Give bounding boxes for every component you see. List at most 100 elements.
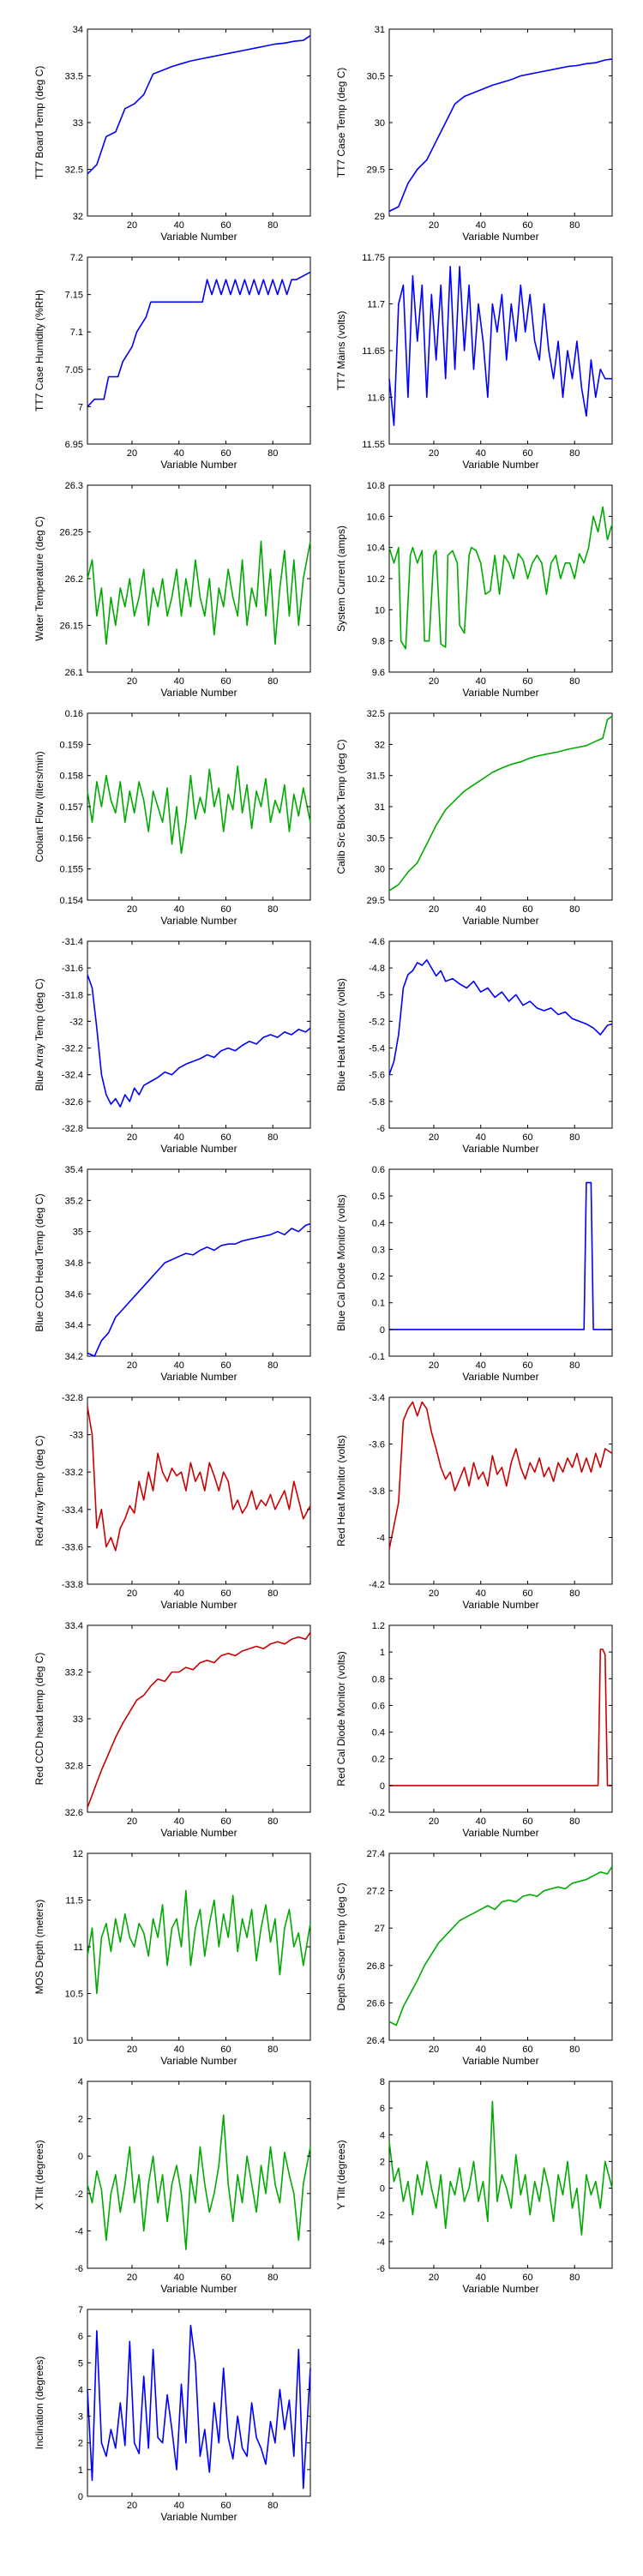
data-series-line bbox=[87, 34, 311, 175]
y-tick-label: 0.158 bbox=[59, 772, 83, 782]
y-tick-label: 0.4 bbox=[372, 1218, 385, 1228]
x-axis-label: Variable Number bbox=[160, 1827, 237, 1839]
y-tick-label: 29.5 bbox=[367, 165, 385, 176]
y-tick-label: -33.2 bbox=[62, 1468, 83, 1478]
y-tick-label: 4 bbox=[78, 2385, 83, 2395]
x-tick-label: 80 bbox=[569, 220, 580, 231]
x-tick-label: 40 bbox=[174, 2045, 184, 2055]
y-tick-label: 0.156 bbox=[59, 833, 83, 844]
chart-panel: 20 40 60 80 32 32.5 33 33.5 34 Variable Number TT7… bbox=[33, 25, 311, 243]
chart-panel: 20 40 60 80 6.95 7 7.05 7.1 7.15 7.2 Variable Numb… bbox=[33, 253, 311, 471]
x-tick-label: 80 bbox=[267, 1816, 278, 1827]
y-tick-label: -33.6 bbox=[62, 1542, 83, 1552]
x-tick-label: 60 bbox=[522, 1588, 532, 1599]
data-series-line bbox=[87, 271, 311, 407]
y-tick-label: 2 bbox=[78, 2439, 83, 2449]
y-tick-label: 35.2 bbox=[65, 1196, 83, 1206]
y-tick-label: 34 bbox=[73, 25, 83, 35]
y-tick-label: 9.8 bbox=[372, 637, 385, 647]
x-axis-label: Variable Number bbox=[462, 1371, 538, 1383]
y-tick-label: 31.5 bbox=[367, 772, 385, 782]
x-axis-label: Variable Number bbox=[160, 1143, 237, 1155]
chart-panel: 20 40 60 80 26.4 26.6 26.8 27 27.2 27.4 Variable N… bbox=[335, 1849, 613, 2067]
x-axis-label: Variable Number bbox=[462, 687, 538, 699]
y-axis-label: Inclination (degrees) bbox=[33, 2357, 45, 2450]
plot-frame bbox=[388, 1852, 613, 2041]
chart-panel: 20 40 60 80 -4.6 -4.8 -5 -5.2 -5.4 -5.6 -5.8 -6 Vari… bbox=[335, 937, 613, 1155]
y-tick-label: 0.2 bbox=[372, 1755, 385, 1765]
x-tick-label: 80 bbox=[267, 1132, 278, 1143]
x-tick-label: 80 bbox=[569, 1360, 580, 1371]
chart-panel: 20 40 60 80 0 1 2 3 4 5 6 7 Variable Number Inclinati… bbox=[33, 2305, 311, 2523]
plot-frame bbox=[87, 2081, 311, 2269]
y-tick-label: -4 bbox=[376, 2237, 385, 2248]
x-tick-label: 20 bbox=[127, 2273, 137, 2283]
y-tick-label: -3.6 bbox=[369, 1440, 385, 1450]
x-tick-label: 40 bbox=[174, 676, 184, 687]
y-tick-label: 34.4 bbox=[65, 1321, 83, 1331]
plot-frame bbox=[388, 1396, 613, 1585]
x-axis-label: Variable Number bbox=[160, 459, 237, 471]
y-axis-label: TT7 Mains (volts) bbox=[335, 311, 347, 391]
y-tick-label: 32.6 bbox=[65, 1808, 83, 1818]
y-tick-label: 27 bbox=[375, 1924, 385, 1934]
x-tick-label: 80 bbox=[267, 676, 278, 687]
y-tick-label: 2 bbox=[380, 2157, 385, 2167]
x-axis-label: Variable Number bbox=[462, 915, 538, 927]
x-tick-label: 20 bbox=[429, 1588, 439, 1599]
y-tick-label: 0.4 bbox=[372, 1728, 385, 1738]
y-tick-label: 29 bbox=[375, 212, 385, 222]
data-series-line bbox=[87, 2324, 311, 2489]
plot-frame bbox=[388, 256, 613, 445]
y-axis-label: Blue CCD Head Temp (deg C) bbox=[33, 1193, 45, 1331]
y-tick-label: 0.3 bbox=[372, 1245, 385, 1255]
y-tick-label: 11 bbox=[74, 1943, 83, 1953]
x-tick-label: 80 bbox=[267, 220, 278, 231]
y-axis-label: X Tilt (degrees) bbox=[33, 2140, 45, 2209]
y-tick-label: 0 bbox=[78, 2152, 83, 2162]
x-axis-label: Variable Number bbox=[462, 1599, 538, 1611]
x-tick-label: 20 bbox=[127, 2501, 137, 2511]
x-tick-label: 80 bbox=[569, 1132, 580, 1143]
x-tick-label: 20 bbox=[429, 2273, 439, 2283]
y-tick-label: 26.3 bbox=[65, 481, 83, 491]
y-tick-label: 12 bbox=[73, 1849, 83, 1859]
y-tick-label: 10.4 bbox=[367, 543, 385, 554]
x-tick-label: 60 bbox=[220, 1360, 231, 1371]
y-tick-label: -6 bbox=[376, 2264, 385, 2274]
y-tick-label: 11.75 bbox=[362, 253, 385, 263]
x-tick-label: 60 bbox=[220, 448, 231, 459]
x-tick-label: 40 bbox=[174, 2501, 184, 2511]
y-tick-label: -2 bbox=[75, 2189, 83, 2200]
data-series-line bbox=[388, 506, 613, 650]
y-tick-label: 11.65 bbox=[362, 346, 385, 357]
x-tick-label: 80 bbox=[569, 2273, 580, 2283]
y-tick-label: 30 bbox=[375, 865, 385, 875]
x-tick-label: 60 bbox=[220, 2501, 231, 2511]
y-tick-label: -2 bbox=[376, 2211, 385, 2221]
y-tick-label: -4.2 bbox=[369, 1580, 385, 1590]
x-tick-label: 60 bbox=[522, 1816, 532, 1827]
x-tick-label: 20 bbox=[127, 1588, 137, 1599]
y-tick-label: -5 bbox=[376, 990, 385, 1000]
x-tick-label: 20 bbox=[127, 676, 137, 687]
y-tick-label: 7 bbox=[78, 402, 83, 412]
y-tick-label: 9.6 bbox=[372, 668, 385, 678]
x-tick-label: 20 bbox=[127, 2045, 137, 2055]
y-tick-label: -6 bbox=[376, 1124, 385, 1134]
y-tick-label: 1.2 bbox=[372, 1621, 385, 1631]
y-tick-label: 0.159 bbox=[59, 740, 83, 750]
x-tick-label: 60 bbox=[522, 448, 532, 459]
y-tick-label: 33.5 bbox=[65, 72, 83, 82]
x-tick-label: 40 bbox=[174, 1816, 184, 1827]
y-tick-label: 33 bbox=[73, 118, 83, 129]
y-tick-label: 26.1 bbox=[65, 668, 83, 678]
x-tick-label: 40 bbox=[174, 1360, 184, 1371]
data-series-line bbox=[87, 1406, 311, 1552]
y-axis-label: Blue Array Temp (deg C) bbox=[33, 978, 45, 1090]
data-series-line bbox=[388, 266, 612, 426]
y-tick-label: 10.6 bbox=[367, 512, 385, 522]
x-tick-label: 40 bbox=[174, 1588, 184, 1599]
data-series-line bbox=[388, 1865, 613, 2027]
y-tick-label: 10.8 bbox=[367, 481, 385, 491]
